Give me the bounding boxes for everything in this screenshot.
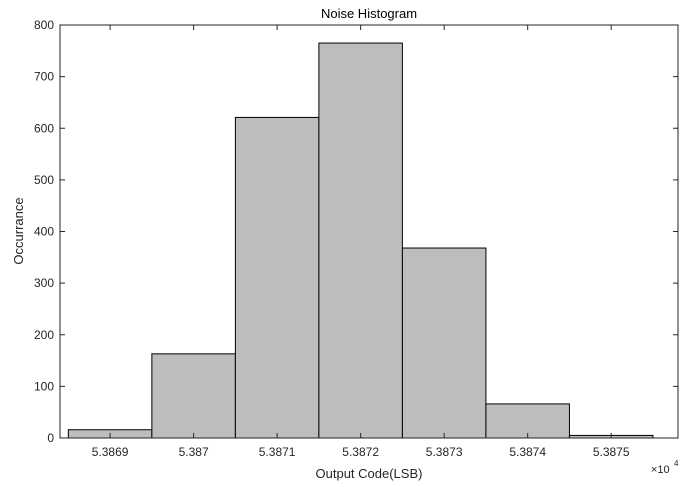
bars-group: [67, 42, 654, 439]
histogram-bar: [485, 403, 570, 439]
y-axis-label: Occurrance: [11, 197, 26, 264]
x-tick-label: 5.3874: [509, 445, 546, 459]
y-tick-label: 300: [34, 276, 54, 290]
y-tick-label: 500: [34, 173, 54, 187]
x-exponent-base: ×10: [651, 464, 670, 476]
chart-title: Noise Histogram: [321, 6, 417, 21]
x-tick-label: 5.3875: [593, 445, 630, 459]
y-tick-label: 800: [34, 18, 54, 32]
y-tick-label: 100: [34, 379, 54, 393]
x-tick-label: 5.3872: [342, 445, 379, 459]
y-tick-label: 0: [47, 431, 54, 445]
x-tick-label: 5.387: [179, 445, 209, 459]
x-tick-label: 5.3873: [426, 445, 463, 459]
x-axis-label: Output Code(LSB): [316, 466, 423, 481]
y-tick-label: 200: [34, 328, 54, 342]
axes-frame: [59, 24, 679, 439]
x-exponent-power: 4: [674, 459, 679, 468]
y-axis-ticks: 0 100 200 300 400 500 600 700 800: [34, 18, 678, 445]
histogram-bar: [151, 353, 236, 439]
y-tick-label: 400: [34, 225, 54, 239]
histogram-bar: [401, 247, 487, 439]
x-tick-label: 5.3871: [259, 445, 296, 459]
x-axis-ticks: 5.3869 5.387 5.3871 5.3872 5.3873 5.3874 5.387…: [92, 25, 630, 459]
histogram-bar: [318, 42, 403, 439]
x-tick-label: 5.3869: [92, 445, 129, 459]
histogram-bar: [234, 116, 320, 439]
y-tick-label: 700: [34, 70, 54, 84]
y-tick-label: 600: [34, 121, 54, 135]
